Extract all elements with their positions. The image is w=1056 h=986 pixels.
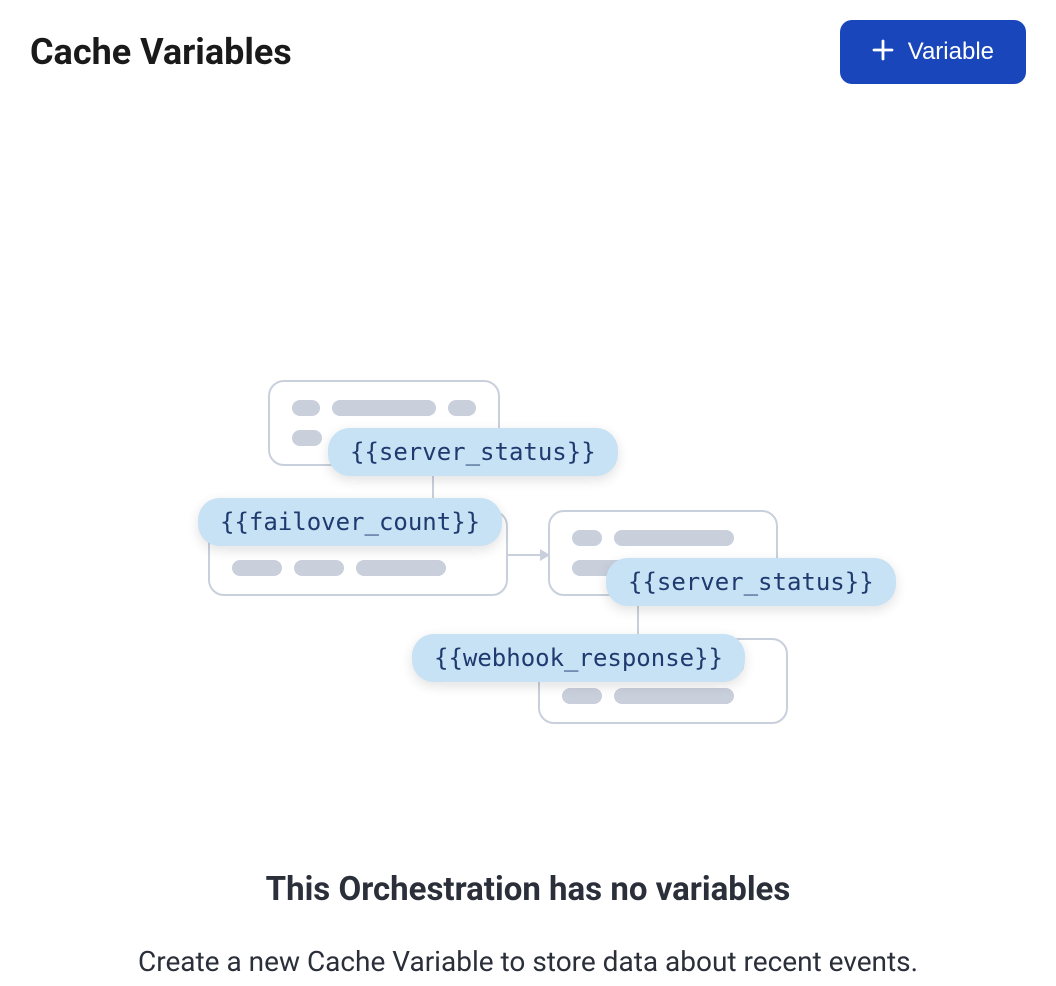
add-variable-button-label: Variable bbox=[908, 38, 994, 66]
empty-state-illustration: {{server_status}} {{failover_count}} {{s… bbox=[208, 380, 848, 780]
variable-chip: {{server_status}} bbox=[328, 428, 618, 476]
add-variable-button[interactable]: Variable bbox=[840, 20, 1026, 84]
empty-state: {{server_status}} {{failover_count}} {{s… bbox=[0, 120, 1056, 986]
variable-chip: {{failover_count}} bbox=[198, 498, 502, 546]
empty-state-title: This Orchestration has no variables bbox=[266, 870, 791, 909]
page-title: Cache Variables bbox=[30, 31, 292, 73]
variable-chip: {{server_status}} bbox=[606, 558, 896, 606]
arrow-icon bbox=[506, 545, 552, 565]
variable-chip: {{webhook_response}} bbox=[412, 634, 745, 682]
plus-icon bbox=[872, 39, 894, 65]
empty-state-subtitle: Create a new Cache Variable to store dat… bbox=[138, 945, 918, 978]
